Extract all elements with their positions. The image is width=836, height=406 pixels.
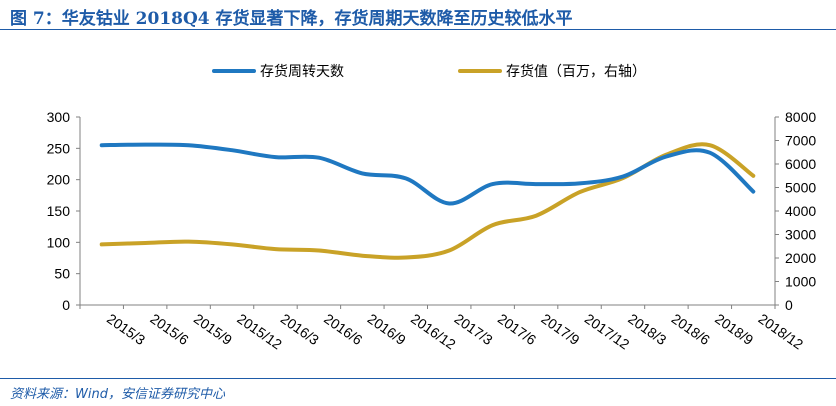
right-tick-label: 4000 — [785, 203, 816, 219]
data-point-turnover-days — [318, 157, 320, 159]
x-tick-label: 2016/3 — [278, 310, 322, 348]
x-tick-label: 2018/12 — [756, 310, 807, 352]
data-point-turnover-days — [188, 144, 190, 146]
x-tick-label: 2018/6 — [669, 310, 713, 348]
data-point-inventory-value — [448, 249, 450, 251]
right-tick-label: 8000 — [785, 109, 816, 125]
data-point-turnover-days — [535, 183, 537, 185]
data-point-turnover-days — [231, 149, 233, 151]
legend-label-turnover-days: 存货周转天数 — [260, 63, 344, 79]
right-tick-label: 7000 — [785, 133, 816, 149]
left-tick-label: 250 — [47, 140, 71, 156]
left-tick-label: 50 — [54, 266, 70, 282]
x-tick-label: 2018/9 — [712, 310, 756, 348]
source-rule — [0, 378, 836, 379]
legend: 存货周转天数 存货值（百万，右轴） — [212, 63, 646, 79]
series-layer — [99, 142, 756, 260]
data-point-turnover-days — [709, 152, 711, 154]
data-point-turnover-days — [144, 144, 146, 146]
figure-title: 图 7：华友钴业 2018Q4 存货显著下降，存货周期天数降至历史较低水平 — [10, 9, 573, 29]
data-point-inventory-value — [361, 255, 363, 257]
x-tick-label: 2017/9 — [538, 310, 582, 348]
x-tick-label: 2015/9 — [191, 310, 235, 348]
legend-label-inventory-value: 存货值（百万，右轴） — [506, 63, 646, 79]
data-point-inventory-value — [101, 243, 103, 245]
left-tick-label: 0 — [62, 297, 70, 313]
data-point-inventory-value — [535, 215, 537, 217]
right-tick-label: 2000 — [785, 250, 816, 266]
x-tick-label: 2017/12 — [582, 310, 633, 352]
data-point-turnover-days — [361, 172, 363, 174]
x-tick-label: 2018/3 — [625, 310, 669, 348]
left-tick-label: 300 — [47, 109, 71, 125]
data-point-inventory-value — [709, 144, 711, 146]
source-note: 资料来源：Wind，安信证券研究中心 — [10, 387, 225, 402]
data-point-turnover-days — [274, 156, 276, 158]
right-tick-label: 1000 — [785, 274, 816, 290]
data-point-inventory-value — [492, 224, 494, 226]
data-point-turnover-days — [448, 202, 450, 204]
left-tick-label: 100 — [47, 234, 71, 250]
data-point-turnover-days — [665, 155, 667, 157]
data-point-inventory-value — [188, 241, 190, 243]
x-tick-label: 2015/6 — [147, 310, 191, 348]
series-line-turnover-days — [99, 142, 756, 206]
x-tick-label: 2015/3 — [104, 310, 148, 348]
data-point-inventory-value — [579, 191, 581, 193]
data-point-inventory-value — [231, 243, 233, 245]
data-point-inventory-value — [274, 248, 276, 250]
data-point-inventory-value — [405, 257, 407, 259]
x-tick-label: 2015/12 — [234, 310, 285, 352]
x-tick-label: 2017/6 — [495, 310, 539, 348]
title-rule — [0, 29, 836, 30]
data-point-inventory-value — [318, 249, 320, 251]
right-tick-label: 3000 — [785, 227, 816, 243]
data-point-turnover-days — [622, 176, 624, 178]
data-point-turnover-days — [405, 177, 407, 179]
left-tick-label: 200 — [47, 172, 71, 188]
x-tick-label: 2016/12 — [408, 310, 459, 352]
x-tick-label: 2016/9 — [365, 310, 409, 348]
x-tick-label: 2017/3 — [451, 310, 495, 348]
data-point-turnover-days — [579, 182, 581, 184]
data-point-inventory-value — [752, 175, 754, 177]
x-tick-label: 2016/6 — [321, 310, 365, 348]
data-point-turnover-days — [101, 144, 103, 146]
right-tick-label: 5000 — [785, 180, 816, 196]
data-point-turnover-days — [752, 191, 754, 193]
data-point-turnover-days — [492, 183, 494, 185]
left-tick-label: 150 — [47, 203, 71, 219]
data-point-inventory-value — [144, 242, 146, 244]
right-tick-label: 0 — [785, 297, 793, 313]
right-tick-label: 6000 — [785, 156, 816, 172]
